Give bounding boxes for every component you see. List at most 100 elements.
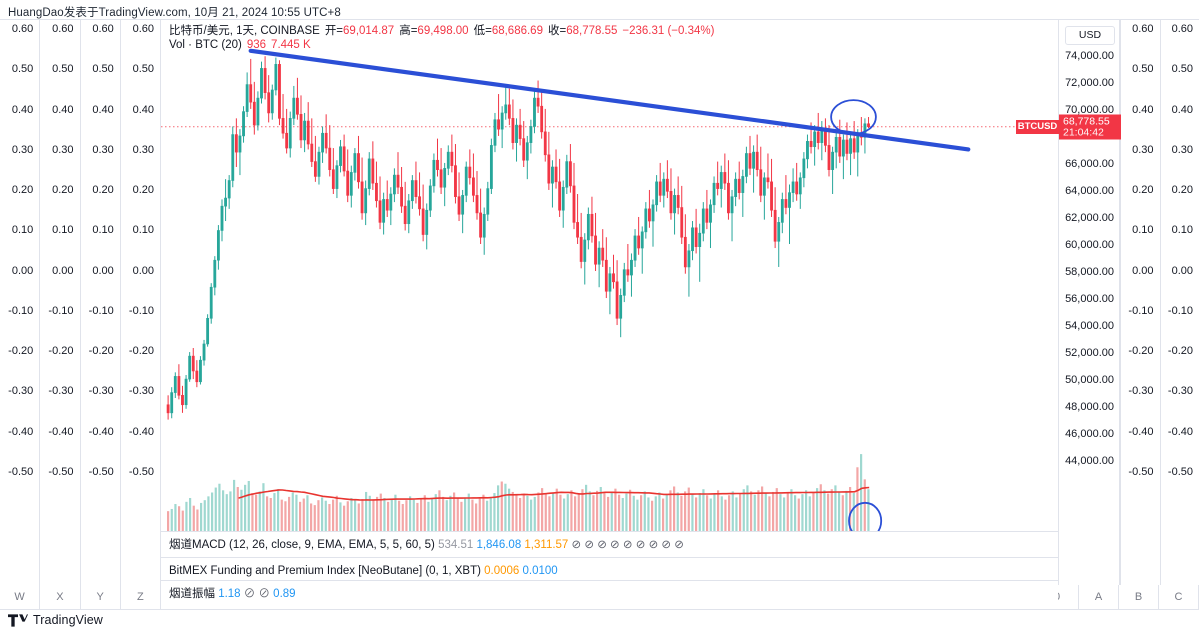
value-scale-tick: 0.30 <box>132 143 154 156</box>
price-axis-unit: USD <box>1065 26 1115 45</box>
price-axis-tick: 56,000.00 <box>1065 293 1114 306</box>
value-scale-tick: 0.20 <box>92 184 114 197</box>
value-scale-tick: -0.30 <box>8 385 34 398</box>
value-scale-tick: -0.50 <box>8 466 34 478</box>
value-scale-tick: -0.40 <box>88 425 114 438</box>
indicator-null-value: ⊘ <box>255 588 270 600</box>
value-scale-column[interactable]: 0.60 0.50 0.40 0.30 0.20 0.10 0.00 -0.10 -0.20 -0… <box>0 20 41 586</box>
indicator-title: 烟道振幅 <box>169 588 215 600</box>
value-scale-tick: 0.50 <box>52 63 74 76</box>
value-scale-tick: 0.10 <box>52 224 74 237</box>
candlestick-svg <box>161 48 1058 540</box>
indicator-value: 0.89 <box>269 588 296 600</box>
value-scale-tick: 0.20 <box>1132 184 1154 197</box>
value-scale-tick: 0.20 <box>11 184 34 197</box>
value-scale-tick: -0.40 <box>1167 425 1193 438</box>
time-axis-right-cell[interactable]: C <box>1159 585 1199 610</box>
tradingview-logo-icon <box>8 613 28 627</box>
value-scale-tick: 0.30 <box>1171 143 1193 156</box>
price-axis-tick: 72,000.00 <box>1065 77 1114 90</box>
value-scale-tick: 0.00 <box>132 264 154 277</box>
value-scale-tick: -0.30 <box>48 385 74 398</box>
value-scale-tick: 0.40 <box>132 103 154 116</box>
tradingview-brand: TradingView <box>33 613 103 627</box>
value-scale-tick: 0.10 <box>1171 224 1193 237</box>
indicator-value: 534.51 <box>434 539 474 551</box>
value-scale-tick: 0.00 <box>92 264 114 277</box>
price-chart-pane[interactable]: 比特币/美元, 1天, COINBASE 开=69,014.87 高=69,498.… <box>161 20 1058 586</box>
time-axis-corner-cell[interactable]: X <box>40 585 81 610</box>
current-price-badge[interactable]: 68,778.55 21:04:42 <box>1059 114 1121 140</box>
breakout-circle-annotation[interactable] <box>830 99 877 135</box>
value-scale-tick: 0.20 <box>1171 184 1193 197</box>
value-scale-tick: -0.30 <box>1167 385 1193 398</box>
value-scale-tick: 0.00 <box>11 264 34 277</box>
value-scale-tick: 0.10 <box>132 224 154 237</box>
price-axis-tick: 44,000.00 <box>1065 455 1114 468</box>
value-scale-tick: 0.60 <box>132 23 154 35</box>
price-axis-tick: 64,000.00 <box>1065 185 1114 198</box>
indicator-legend-row[interactable]: 烟道MACD (12, 26, close, 9, EMA, EMA, 5, 5… <box>161 531 1058 557</box>
price-axis-tick: 60,000.00 <box>1065 239 1114 252</box>
value-scale-tick: -0.40 <box>8 425 34 438</box>
current-price-countdown: 21:04:42 <box>1063 126 1104 139</box>
price-axis-tick: 66,000.00 <box>1065 158 1114 171</box>
price-axis[interactable]: USD 74,000.00 72,000.00 70,000.00 66,000.00… <box>1016 20 1121 586</box>
value-scale-tick: -0.10 <box>1167 304 1193 317</box>
time-axis-right-cell[interactable]: B <box>1119 585 1159 610</box>
price-axis-tick: 58,000.00 <box>1065 266 1114 279</box>
value-scale-tick: -0.40 <box>128 425 154 438</box>
value-scale-tick: -0.30 <box>88 385 114 398</box>
indicator-title: 烟道MACD (12, 26, close, 9, EMA, EMA, 5, 5… <box>169 539 435 551</box>
value-scale-column[interactable]: 0.60 0.50 0.40 0.30 0.20 0.10 0.00 -0.10 -0.20 -0… <box>40 20 81 586</box>
value-scale-tick: 0.20 <box>132 184 154 197</box>
value-scale-column[interactable]: 0.60 0.50 0.40 0.30 0.20 0.10 0.00 -0.10 -0.20 -0… <box>80 20 121 586</box>
value-scale-column[interactable]: 0.60 0.50 0.40 0.30 0.20 0.10 0.00 -0.10 -0.20 -0… <box>1120 20 1160 586</box>
value-scale-tick: 0.40 <box>11 103 34 116</box>
tradingview-footer: TradingView <box>8 613 103 627</box>
time-axis-corner-cell[interactable]: W <box>0 585 41 610</box>
price-axis-tick: 54,000.00 <box>1065 320 1114 333</box>
price-axis-tick: 70,000.00 <box>1065 104 1114 117</box>
indicator-value: 0.0100 <box>519 565 558 577</box>
indicator-null-value: ⊘ <box>581 539 595 551</box>
indicator-null-value: ⊘ <box>658 539 672 551</box>
time-axis-divider <box>1078 585 1079 610</box>
price-axis-tick: 46,000.00 <box>1065 428 1114 441</box>
value-scale-tick: -0.50 <box>88 466 114 478</box>
value-scale-tick: 0.60 <box>92 23 114 35</box>
indicator-null-value: ⊘ <box>645 539 659 551</box>
price-axis-tick: 50,000.00 <box>1065 374 1114 387</box>
value-scale-tick: 0.30 <box>92 143 114 156</box>
indicator-null-value: ⊘ <box>240 588 256 600</box>
value-scale-tick: 0.40 <box>1171 103 1193 116</box>
value-scale-tick: -0.50 <box>1167 466 1193 478</box>
value-scale-tick: 0.10 <box>92 224 114 237</box>
value-scale-column[interactable]: 0.60 0.50 0.40 0.30 0.20 0.10 0.00 -0.10 -0.20 -0… <box>1159 20 1199 586</box>
attribution-text: HuangDao发表于TradingView.com, 10月 21, 2024… <box>8 7 341 19</box>
value-scale-tick: 0.10 <box>1132 224 1154 237</box>
value-scale-column[interactable]: 0.60 0.50 0.40 0.30 0.20 0.10 0.00 -0.10 -0.20 -0… <box>120 20 161 586</box>
time-axis-corner-cell[interactable]: Y <box>81 585 121 610</box>
chart-frame: 0.60 0.50 0.40 0.30 0.20 0.10 0.00 -0.10 -0.20 -0… <box>0 19 1199 606</box>
value-scale-tick: -0.20 <box>48 345 74 358</box>
value-scale-tick: 0.60 <box>52 23 74 35</box>
indicator-title: BitMEX Funding and Premium Index [NeoBut… <box>169 565 481 577</box>
value-scale-tick: -0.10 <box>1128 304 1154 317</box>
indicator-null-value: ⊘ <box>619 539 633 551</box>
time-axis-corner-cell[interactable]: Z <box>121 585 161 610</box>
indicator-legend-row[interactable]: BitMEX Funding and Premium Index [NeoBut… <box>161 557 1058 583</box>
value-scale-tick: 0.30 <box>52 143 74 156</box>
indicator-null-value: ⊘ <box>632 539 646 551</box>
time-axis-right-cell[interactable]: A <box>1079 585 1119 610</box>
value-scale-tick: 0.00 <box>1171 264 1193 277</box>
current-price-value: 68,778.55 <box>1063 115 1110 128</box>
indicator-null-value: ⊘ <box>568 539 582 551</box>
volume-histogram <box>167 454 870 532</box>
indicator-legend-row[interactable]: 烟道振幅 1.18 ⊘ ⊘ 0.89 <box>161 580 1058 606</box>
value-scale-tick: 0.40 <box>92 103 114 116</box>
value-scale-tick: -0.20 <box>88 345 114 358</box>
value-scale-tick: 0.40 <box>52 103 74 116</box>
value-scale-tick: 0.50 <box>1171 63 1193 76</box>
ticker-badge[interactable]: BTCUSD <box>1016 119 1059 134</box>
